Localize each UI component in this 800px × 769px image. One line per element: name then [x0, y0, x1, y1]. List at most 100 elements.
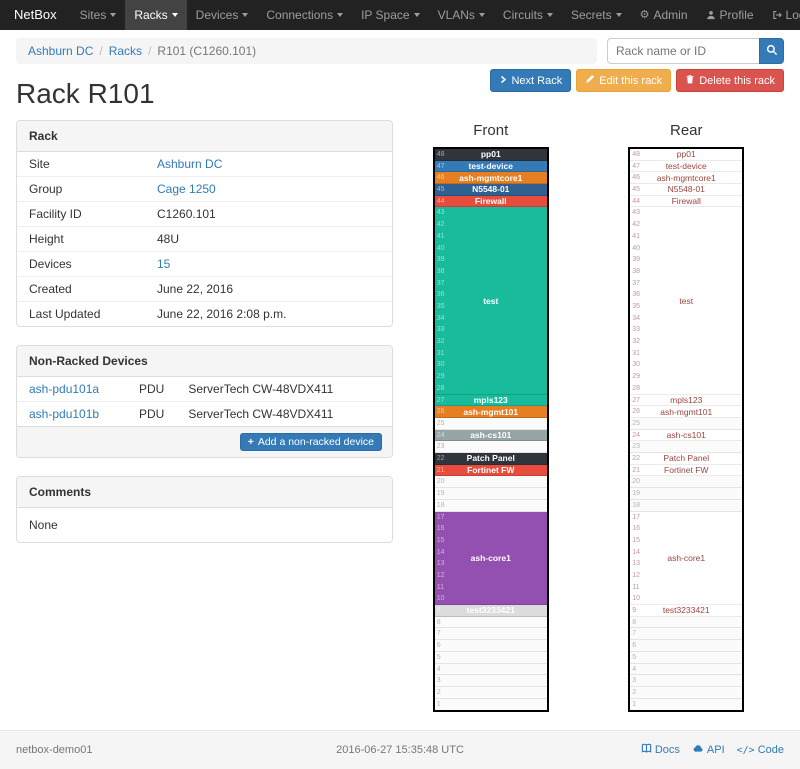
- logout-link[interactable]: Log out: [763, 0, 800, 30]
- breadcrumb-site[interactable]: Ashburn DC: [28, 44, 94, 58]
- nav-connections[interactable]: Connections: [257, 0, 352, 30]
- rack-unit-front-ash-mgmtcore1[interactable]: 46 ash-mgmtcore1: [434, 172, 547, 185]
- rack-unit-rear-ash-mgmtcore1[interactable]: 46 ash-mgmtcore1: [630, 172, 743, 185]
- nav-racks[interactable]: Racks: [125, 0, 187, 30]
- nav-ip-space[interactable]: IP Space: [352, 0, 428, 30]
- nav-circuits[interactable]: Circuits: [494, 0, 562, 30]
- rack-unit-front-ash-mgmt101[interactable]: 26 ash-mgmt101: [434, 406, 547, 418]
- device-label: ash-mgmt101: [660, 406, 713, 417]
- devices-count-link[interactable]: 15: [157, 257, 171, 271]
- unit-numbers: 4: [437, 664, 441, 676]
- chevron-down-icon: [413, 13, 420, 17]
- rack-unit-front-test[interactable]: 43 42 41 40 39 38 37 36 35 34 33 32 31 30 29 28 test: [434, 207, 547, 395]
- group-link[interactable]: Cage 1250: [157, 182, 216, 196]
- add-non-racked-device-label: Add a non-racked device: [257, 436, 374, 448]
- brand[interactable]: NetBox: [14, 7, 57, 22]
- unit-numbers: 2: [632, 687, 636, 699]
- rack-unit-empty: 25: [630, 418, 743, 430]
- search-icon: [766, 44, 778, 59]
- rack-unit-front-mpls123[interactable]: 27 mpls123: [434, 394, 547, 407]
- rack-unit-front-test-device[interactable]: 47 test-device: [434, 160, 547, 173]
- rack-unit-front-ash-cs101[interactable]: 24 ash-cs101: [434, 429, 547, 442]
- rack-unit-empty: 8: [630, 616, 743, 629]
- profile-link[interactable]: Profile: [697, 0, 763, 30]
- unit-number: 8: [436, 618, 441, 626]
- delete-rack-button[interactable]: Delete this rack: [676, 69, 784, 92]
- unit-number: 18: [436, 501, 445, 509]
- rack-unit-rear-ash-cs101[interactable]: 24 ash-cs101: [630, 430, 743, 442]
- chevron-down-icon: [171, 13, 178, 17]
- nav-sites[interactable]: Sites: [71, 0, 126, 30]
- unit-numbers: 19: [632, 488, 640, 500]
- rack-unit-rear-n5548-01[interactable]: 45 N5548-01: [630, 184, 743, 196]
- device-label: Firewall: [474, 196, 507, 207]
- device-link[interactable]: ash-pdu101b: [29, 407, 100, 421]
- rack-unit-rear-patch-panel[interactable]: 22 Patch Panel: [630, 453, 743, 465]
- rack-unit-rear-test-device[interactable]: 47 test-device: [630, 161, 743, 173]
- device-label: test3233421: [466, 605, 515, 616]
- table-row: ash-pdu101b PDU ServerTech CW-48VDX411: [17, 401, 392, 426]
- rack-unit-front-ash-core1[interactable]: 17 16 15 14 13 12 11 10 ash-core1: [434, 511, 547, 606]
- rack-unit-empty: 19: [630, 488, 743, 500]
- rack-unit-rear-test[interactable]: 43 42 41 40 39 38 37 36 35 34 33 32 31 30 29 28 test: [630, 207, 743, 395]
- unit-number: 19: [436, 490, 445, 498]
- rack-unit-front-firewall[interactable]: 44 Firewall: [434, 195, 547, 208]
- edit-rack-button[interactable]: Edit this rack: [576, 69, 672, 92]
- unit-number: 18: [632, 501, 641, 509]
- unit-numbers: 7: [437, 628, 441, 640]
- device-link[interactable]: ash-pdu101a: [29, 382, 100, 396]
- nav-secrets[interactable]: Secrets: [562, 0, 631, 30]
- nav-secrets-label: Secrets: [570, 8, 612, 22]
- rack-elevations: Front 48 pp01 47 test-device 46 ash-mgmtcore1…: [393, 120, 784, 713]
- device-model: ServerTech CW-48VDX411: [188, 382, 334, 396]
- rack-search-button[interactable]: [759, 38, 784, 64]
- nav-devices[interactable]: Devices: [187, 0, 258, 30]
- rack-unit-front-test3233421[interactable]: 9 test3233421: [434, 605, 547, 617]
- code-link[interactable]: </> Code: [737, 743, 784, 757]
- rack-unit-empty: 18: [434, 499, 547, 512]
- attr-label: Site: [29, 157, 50, 171]
- next-rack-button[interactable]: Next Rack: [490, 69, 572, 92]
- nav-vlans[interactable]: VLANs: [429, 0, 494, 30]
- rack-unit-front-fortinet-fw[interactable]: 21 Fortinet FW: [434, 464, 547, 477]
- rack-unit-rear-ash-core1[interactable]: 17 16 15 14 13 12 11 10 ash-core1: [630, 512, 743, 606]
- unit-numbers: 7: [632, 628, 636, 640]
- rack-unit-empty: 23: [630, 441, 743, 454]
- non-racked-devices-table: ash-pdu101a PDU ServerTech CW-48VDX411 a…: [17, 377, 392, 426]
- unit-numbers: 3: [437, 675, 441, 687]
- nav-connections-label: Connections: [266, 8, 334, 22]
- device-label: ash-core1: [667, 552, 706, 563]
- rack-search-input[interactable]: [607, 38, 759, 64]
- breadcrumb-racks[interactable]: Racks: [108, 44, 143, 58]
- code-icon: </>: [736, 744, 755, 756]
- rack-unit-front-patch-panel[interactable]: 22 Patch Panel: [434, 453, 547, 465]
- unit-numbers: 25: [437, 418, 445, 430]
- rack-unit-rear-ash-mgmt101[interactable]: 26 ash-mgmt101: [630, 406, 743, 418]
- rack-unit-rear-mpls123[interactable]: 27 mpls123: [630, 395, 743, 407]
- table-row: Last Updated June 22, 2016 2:08 p.m.: [17, 301, 392, 326]
- rack-unit-front-n5548-01[interactable]: 45 N5548-01: [434, 184, 547, 196]
- unit-numbers: 18: [437, 500, 445, 512]
- rack-unit-front-pp01[interactable]: 48 pp01: [434, 149, 547, 161]
- front-rack-title: Front: [473, 122, 509, 139]
- nav-vlans-label: VLANs: [437, 8, 475, 22]
- rack-unit-empty: 1: [630, 698, 743, 711]
- site-link[interactable]: Ashburn DC: [157, 157, 223, 171]
- table-row: Facility ID C1260.101: [17, 201, 392, 227]
- navbar: NetBox Sites Racks Devices Connections I…: [0, 0, 800, 30]
- docs-link[interactable]: Docs: [641, 743, 680, 757]
- rack-unit-rear-firewall[interactable]: 44 Firewall: [630, 196, 743, 208]
- unit-numbers: 20: [632, 476, 640, 488]
- add-non-racked-device-button[interactable]: + Add a non-racked device: [239, 433, 382, 451]
- admin-link[interactable]: ⚙ Admin: [631, 0, 697, 30]
- table-row: Height 48U: [17, 226, 392, 252]
- rack-unit-rear-fortinet-fw[interactable]: 21 Fortinet FW: [630, 465, 743, 477]
- api-link[interactable]: API: [692, 743, 725, 757]
- unit-number: 20: [436, 478, 445, 486]
- footer: netbox-demo01 2016-06-27 15:35:48 UTC Do…: [0, 730, 800, 769]
- rack-unit-rear-test3233421[interactable]: 9 test3233421: [630, 605, 743, 617]
- rack-unit-rear-pp01[interactable]: 48 pp01: [630, 149, 743, 161]
- front-rack: 48 pp01 47 test-device 46 ash-mgmtcore1 45 N554…: [432, 147, 549, 713]
- logout-icon: [772, 10, 782, 20]
- device-label: test: [483, 295, 499, 306]
